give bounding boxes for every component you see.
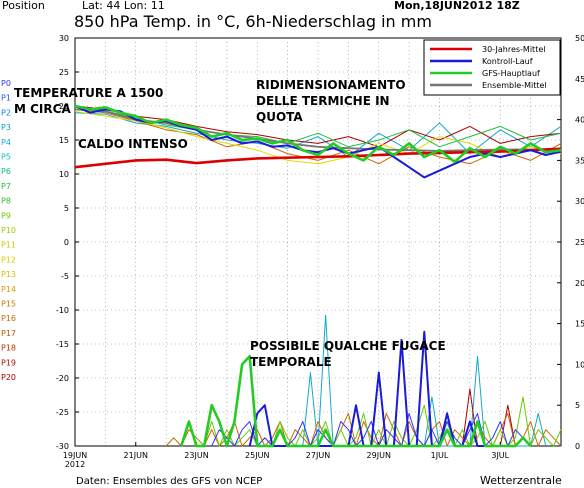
left-tick-label: -15 <box>56 340 69 349</box>
left-tick-label: -10 <box>56 306 69 315</box>
annotation-ridimensionamento-3: QUOTA <box>256 110 303 124</box>
member-label: P2 <box>1 108 11 117</box>
grid-layer <box>75 38 561 446</box>
x-tick-label: 25JUN <box>245 451 269 460</box>
legend-label: GFS-Hauptlauf <box>482 69 540 78</box>
x-year-label: 2012 <box>65 460 85 469</box>
legend: 30-Jahres-Mittel Kontroll-Lauf GFS-Hauptla… <box>423 39 561 96</box>
member-label: P16 <box>1 314 16 323</box>
right-tick-label: 35 <box>575 156 584 165</box>
series-member-2-left <box>74 108 562 165</box>
header-coords: Lat: 44 Lon: 11 <box>82 0 165 12</box>
left-tick-label: 0 <box>64 238 69 247</box>
x-tick-label: 1JUL <box>431 451 449 460</box>
header-date: Mon,18JUN2012 18Z <box>394 0 520 12</box>
x-axis: 19JUN 21JUN 23JUN 25JUN 27JUN 29JUN 1JUL 3JUL 20… <box>63 442 510 469</box>
right-tick-label: 25 <box>575 238 584 247</box>
x-tick-label: 27JUN <box>306 451 330 460</box>
x-tick-label: 3JUL <box>491 451 509 460</box>
annotation-temporale-2: TEMPORALE <box>250 355 332 369</box>
chart-title: 850 hPa Temp. in °C, 6h-Niederschlag in … <box>74 12 432 31</box>
member-label: P0 <box>1 79 11 88</box>
member-label: P10 <box>1 226 16 235</box>
right-tick-label: 50 <box>575 34 584 43</box>
series-member-4-left <box>74 110 562 165</box>
member-label: P9 <box>1 211 11 220</box>
left-tick-label: -20 <box>56 374 69 383</box>
member-label: P3 <box>1 123 11 132</box>
right-tick-label: 0 <box>575 442 580 451</box>
x-tick-label: 23JUN <box>184 451 208 460</box>
annotation-temporale: POSSIBILE QUALCHE FUGACE <box>250 339 446 353</box>
member-label: P19 <box>1 358 16 367</box>
right-tick-label: 40 <box>575 116 584 125</box>
series-30-jahres-mittel-left <box>74 147 562 169</box>
member-label: P6 <box>1 167 11 176</box>
right-tick-label: 20 <box>575 279 584 288</box>
annotation-ridimensionamento: RIDIMENSIONAMENTO <box>256 78 406 92</box>
series-layer <box>74 104 562 448</box>
legend-label: Ensemble-Mittel <box>482 81 547 90</box>
header-position: Position <box>2 0 45 12</box>
left-tick-label: 5 <box>64 204 69 213</box>
right-tick-label: 45 <box>575 75 584 84</box>
member-label: P17 <box>1 329 16 338</box>
left-tick-label: -5 <box>61 272 69 281</box>
left-tick-label: 15 <box>59 136 69 145</box>
left-tick-label: -30 <box>56 442 69 451</box>
member-label: P11 <box>1 241 16 250</box>
right-tick-label: 30 <box>575 197 584 206</box>
right-tick-label: 5 <box>575 401 580 410</box>
member-label: P7 <box>1 182 11 191</box>
annotation-ridimensionamento-2: DELLE TERMICHE IN <box>256 94 390 108</box>
annotations: TEMPERATURE A 1500 M CIRCA RIDIMENSIONAM… <box>14 78 446 369</box>
member-label: P8 <box>1 197 11 206</box>
right-tick-label: 15 <box>575 320 584 329</box>
left-axis: 30 25 20 15 10 5 0 -5 -10 -15 -20 -25 -30 <box>56 34 79 451</box>
left-tick-label: -25 <box>56 408 69 417</box>
legend-label: 30-Jahres-Mittel <box>482 45 545 54</box>
x-tick-label: 21JUN <box>124 451 148 460</box>
left-tick-label: 20 <box>59 102 69 111</box>
member-label: P18 <box>1 344 16 353</box>
right-tick-label: 10 <box>575 360 584 369</box>
member-label: P15 <box>1 300 16 309</box>
footer-source: Daten: Ensembles des GFS von NCEP <box>76 476 262 487</box>
annotation-temperature-2: M CIRCA <box>14 102 71 116</box>
series-member-11-right <box>211 412 531 447</box>
member-labels: P0 P1 P2 P3 P4 P5 P6 P7 P8 P9 P10 P11 P12 P13 P14 P15 P1… <box>1 79 16 382</box>
series-gfs-hauptlauf-left <box>74 104 562 164</box>
member-label: P5 <box>1 153 11 162</box>
member-label: P12 <box>1 255 16 264</box>
member-label: P4 <box>1 138 11 147</box>
member-label: P20 <box>1 373 16 382</box>
legend-label: Kontroll-Lauf <box>482 57 533 66</box>
annotation-caldo-intenso: CALDO INTENSO <box>78 137 188 151</box>
member-label: P13 <box>1 270 16 279</box>
member-label: P14 <box>1 285 16 294</box>
member-label: P1 <box>1 94 11 103</box>
left-tick-label: 25 <box>59 68 69 77</box>
x-tick-label: 19JUN <box>63 451 87 460</box>
series-gfs-hauptlauf-right <box>180 354 532 448</box>
series-member-3-left <box>74 105 562 148</box>
x-tick-label: 29JUN <box>367 451 391 460</box>
left-tick-label: 10 <box>59 170 69 179</box>
annotation-temperature: TEMPERATURE A 1500 <box>14 86 163 100</box>
left-tick-label: 30 <box>59 34 69 43</box>
footer-brand: Wetterzentrale <box>480 474 562 487</box>
